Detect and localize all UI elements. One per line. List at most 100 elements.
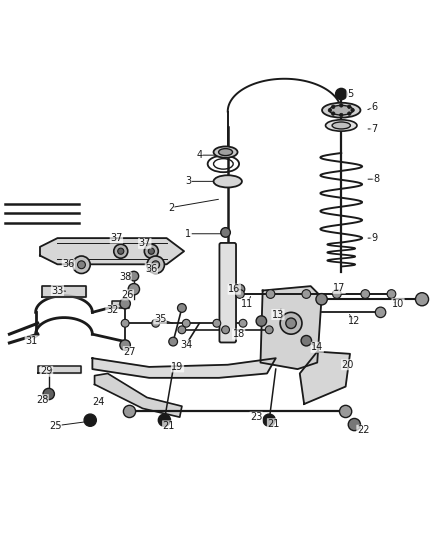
Ellipse shape xyxy=(332,122,350,129)
Circle shape xyxy=(339,103,343,107)
Circle shape xyxy=(348,418,360,431)
Circle shape xyxy=(280,312,302,334)
Circle shape xyxy=(120,340,131,350)
Circle shape xyxy=(236,289,244,298)
Circle shape xyxy=(339,113,343,117)
Text: 21: 21 xyxy=(267,419,280,429)
Circle shape xyxy=(158,414,170,426)
Text: 36: 36 xyxy=(62,260,74,269)
Text: 6: 6 xyxy=(371,102,377,112)
Text: 8: 8 xyxy=(373,174,379,184)
Circle shape xyxy=(152,319,159,327)
Text: 33: 33 xyxy=(51,286,64,295)
Circle shape xyxy=(145,244,158,258)
Circle shape xyxy=(73,256,90,273)
FancyBboxPatch shape xyxy=(219,243,236,343)
Circle shape xyxy=(328,108,332,112)
Circle shape xyxy=(263,414,276,426)
Circle shape xyxy=(148,248,154,254)
Circle shape xyxy=(178,326,186,334)
Text: 7: 7 xyxy=(371,124,377,134)
Text: 34: 34 xyxy=(180,340,192,350)
Circle shape xyxy=(221,228,230,237)
Polygon shape xyxy=(112,301,130,308)
Text: 9: 9 xyxy=(371,233,377,243)
Text: 35: 35 xyxy=(154,314,166,324)
Circle shape xyxy=(339,405,352,417)
Ellipse shape xyxy=(214,175,242,188)
Ellipse shape xyxy=(214,147,237,158)
Circle shape xyxy=(416,293,428,306)
Text: 14: 14 xyxy=(311,342,323,352)
Ellipse shape xyxy=(329,106,353,115)
Circle shape xyxy=(235,285,245,294)
Text: 29: 29 xyxy=(40,366,53,376)
Circle shape xyxy=(336,88,347,100)
Ellipse shape xyxy=(322,103,360,118)
Circle shape xyxy=(332,289,341,298)
Text: 12: 12 xyxy=(348,316,360,326)
Text: 23: 23 xyxy=(250,412,262,422)
Text: 2: 2 xyxy=(168,203,174,213)
Circle shape xyxy=(351,108,354,112)
Text: 4: 4 xyxy=(196,150,202,160)
Circle shape xyxy=(213,319,221,327)
Circle shape xyxy=(182,319,190,327)
Circle shape xyxy=(332,112,335,115)
Text: 13: 13 xyxy=(272,310,284,319)
Text: 37: 37 xyxy=(138,238,151,248)
Circle shape xyxy=(347,112,351,115)
Circle shape xyxy=(256,316,267,326)
Circle shape xyxy=(239,319,247,327)
Text: 26: 26 xyxy=(121,290,134,300)
Text: 11: 11 xyxy=(241,298,254,309)
Text: 10: 10 xyxy=(392,298,404,309)
Text: 27: 27 xyxy=(123,346,136,357)
Text: 31: 31 xyxy=(25,336,37,346)
Text: 37: 37 xyxy=(110,233,123,243)
Circle shape xyxy=(332,105,335,109)
Circle shape xyxy=(118,248,124,254)
Circle shape xyxy=(128,284,140,295)
Circle shape xyxy=(129,271,139,281)
Circle shape xyxy=(78,261,85,269)
Circle shape xyxy=(347,105,351,109)
Text: 19: 19 xyxy=(171,362,184,372)
Text: 28: 28 xyxy=(36,394,48,405)
Circle shape xyxy=(266,289,275,298)
Text: 3: 3 xyxy=(185,176,191,187)
Circle shape xyxy=(177,304,186,312)
Circle shape xyxy=(147,256,164,273)
Circle shape xyxy=(120,298,131,309)
Polygon shape xyxy=(40,238,184,264)
Circle shape xyxy=(361,289,370,298)
Circle shape xyxy=(152,261,159,269)
Text: 18: 18 xyxy=(233,329,245,339)
Circle shape xyxy=(387,289,396,298)
Circle shape xyxy=(114,244,128,258)
Circle shape xyxy=(301,335,311,346)
Text: 36: 36 xyxy=(145,264,157,273)
Text: 21: 21 xyxy=(162,421,175,431)
Polygon shape xyxy=(42,286,86,297)
Circle shape xyxy=(121,319,129,327)
Text: 20: 20 xyxy=(342,360,354,370)
Polygon shape xyxy=(38,366,81,374)
Circle shape xyxy=(265,326,273,334)
Ellipse shape xyxy=(325,120,357,131)
Ellipse shape xyxy=(219,149,233,156)
Circle shape xyxy=(286,318,296,328)
Circle shape xyxy=(302,289,311,298)
Polygon shape xyxy=(95,374,182,417)
Circle shape xyxy=(316,294,327,305)
Circle shape xyxy=(222,326,230,334)
Circle shape xyxy=(84,414,96,426)
Polygon shape xyxy=(261,286,321,369)
Text: 22: 22 xyxy=(357,425,369,435)
Text: 1: 1 xyxy=(185,229,191,239)
Circle shape xyxy=(43,389,54,400)
Text: 5: 5 xyxy=(347,89,353,99)
Polygon shape xyxy=(300,352,350,404)
Text: 17: 17 xyxy=(333,284,345,293)
Text: 25: 25 xyxy=(49,421,61,431)
